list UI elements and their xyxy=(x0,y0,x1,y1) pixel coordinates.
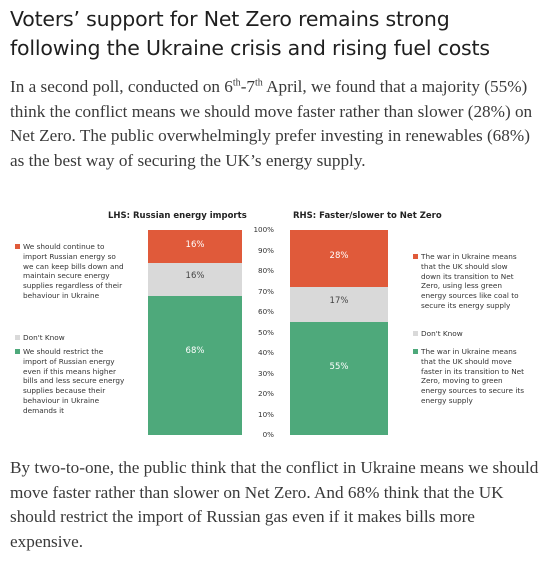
rhs-y-tick-label: 70% xyxy=(258,286,274,296)
rhs-legend-label-fast: The war in Ukraine means that the UK sho… xyxy=(421,347,525,405)
rhs-y-tick-label: 100% xyxy=(253,225,274,234)
lhs-legend-swatch-grey xyxy=(15,335,20,340)
rhs-y-tick-label: 30% xyxy=(258,368,274,378)
rhs-bar-segment-bottom: 55% xyxy=(290,322,388,435)
rhs-legend-swatch-grey xyxy=(413,331,418,336)
lhs-bar-segment-bottom: 68% xyxy=(148,295,242,435)
rhs-legend-item-fast: The war in Ukraine means that the UK sho… xyxy=(413,347,529,406)
conclusion-paragraph: By two-to-one, the public think that the… xyxy=(10,458,539,551)
rhs-legend-swatch-green xyxy=(413,349,418,354)
chart-figure: LHS: Russian energy imports We should co… xyxy=(0,200,550,450)
rhs-y-tick-label: 10% xyxy=(258,409,274,419)
rhs-legend-swatch-orange xyxy=(413,254,418,259)
rhs-y-tick-label: 20% xyxy=(258,389,274,398)
lhs-legend-swatch-green xyxy=(15,349,20,354)
lhs-bar-label-middle: 16% xyxy=(185,270,205,281)
rhs-bar-segment-middle: 17% xyxy=(290,287,388,323)
lhs-bar-segment-middle: 16% xyxy=(148,262,242,296)
intro-text-part1: In a second poll, conducted on 6 xyxy=(10,77,233,96)
lhs-chart-title: LHS: Russian energy imports xyxy=(108,211,247,221)
lhs-legend-swatch-orange xyxy=(15,244,20,249)
rhs-legend-label-dont-know: Don't Know xyxy=(421,329,463,338)
rhs-legend-item-dont-know: Don't Know xyxy=(413,329,529,339)
rhs-bar-label-bottom: 55% xyxy=(329,362,349,373)
rhs-bar-label-middle: 17% xyxy=(329,296,349,307)
intro-sup-1: th xyxy=(232,77,241,89)
lhs-stacked-bar: 16% 16% 68% xyxy=(148,230,242,435)
lhs-legend-label-continue: We should continue to import Russian ene… xyxy=(23,242,124,300)
lhs-legend-label-restrict: We should restrict the import of Russian… xyxy=(23,347,125,415)
rhs-bar-label-top: 28% xyxy=(329,250,349,261)
lhs-legend-item-restrict: We should restrict the import of Russian… xyxy=(15,347,128,416)
lhs-bar-label-bottom: 68% xyxy=(185,346,205,357)
article-headline: Voters’ support for Net Zero remains str… xyxy=(10,7,490,60)
rhs-y-tick-label: 0% xyxy=(262,430,274,439)
rhs-legend-label-slow: The war in Ukraine means that the UK sho… xyxy=(421,252,519,310)
intro-text-part2: -7 xyxy=(240,77,256,96)
lhs-legend-label-dont-know: Don't Know xyxy=(23,333,65,342)
rhs-y-tick-label: 50% xyxy=(258,327,274,337)
rhs-stacked-bar: 28% 17% 55% xyxy=(290,230,388,435)
lhs-bar-segment-top: 16% xyxy=(148,230,242,263)
rhs-y-tick-label: 80% xyxy=(258,266,274,275)
rhs-y-tick-label: 60% xyxy=(258,307,274,316)
intro-text-part3: April, we found that a majority (55%) th… xyxy=(10,77,533,170)
lhs-legend-item-dont-know: Don't Know xyxy=(15,333,128,343)
rhs-chart-title: RHS: Faster/slower to Net Zero xyxy=(293,211,442,221)
rhs-y-tick-label: 90% xyxy=(258,245,274,255)
rhs-legend-item-slow: The war in Ukraine means that the UK sho… xyxy=(413,252,529,311)
intro-paragraph: In a second poll, conducted on 6th-7th A… xyxy=(10,75,540,173)
rhs-bar-segment-top: 28% xyxy=(290,230,388,288)
intro-sup-2: th xyxy=(255,77,263,89)
rhs-y-tick-label: 40% xyxy=(258,348,274,357)
lhs-legend-item-continue: We should continue to import Russian ene… xyxy=(15,242,128,301)
lhs-bar-label-top: 16% xyxy=(185,239,205,250)
